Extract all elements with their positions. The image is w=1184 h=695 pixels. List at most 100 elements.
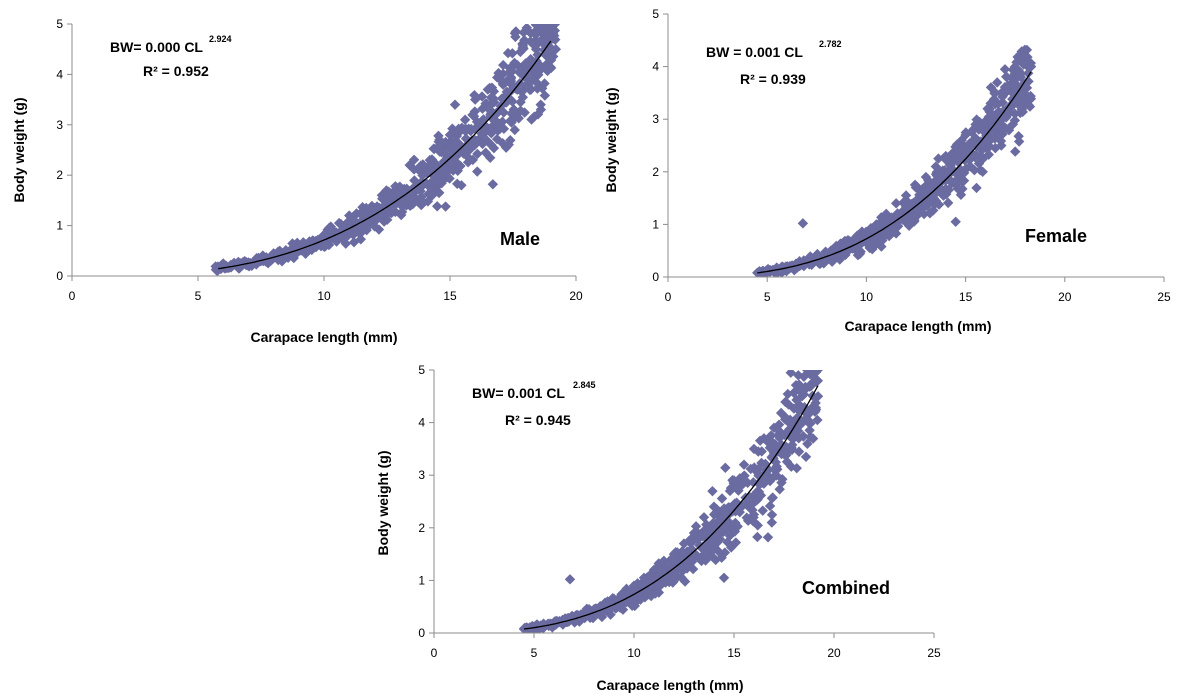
data-point <box>767 492 778 503</box>
data-point <box>713 545 724 557</box>
data-point <box>431 173 443 184</box>
data-point <box>989 133 1001 144</box>
data-point <box>456 180 467 191</box>
data-point <box>718 572 730 583</box>
data-point <box>965 161 976 172</box>
data-point <box>348 236 360 248</box>
data-point <box>463 136 475 147</box>
data-point <box>970 119 981 130</box>
data-point <box>985 82 997 93</box>
data-point <box>974 116 985 128</box>
data-point <box>720 462 731 473</box>
data-point <box>979 116 991 127</box>
y-tick-label: 5 <box>418 363 425 377</box>
data-point <box>542 58 553 69</box>
point-group-combined <box>518 370 824 633</box>
data-point <box>795 418 807 430</box>
data-point <box>807 370 818 382</box>
data-point <box>394 185 405 196</box>
data-point <box>852 243 863 254</box>
data-point <box>742 515 754 526</box>
data-point <box>477 130 488 142</box>
data-point <box>726 542 737 553</box>
data-point <box>920 188 931 199</box>
data-point <box>764 475 776 487</box>
data-point <box>774 432 785 444</box>
data-point <box>968 136 979 148</box>
panel-male: 0 1 2 3 4 5 0 5 10 15 20 Carapace length (mm) Bod… <box>11 17 583 345</box>
data-point <box>739 470 750 481</box>
y-tick-label: 2 <box>418 521 425 535</box>
x-tick-label: 5 <box>531 646 538 660</box>
data-point <box>506 108 517 119</box>
data-point <box>766 509 778 520</box>
data-point <box>786 442 797 454</box>
data-point <box>713 515 724 526</box>
data-point <box>962 146 973 157</box>
data-point <box>612 595 623 606</box>
equation-r2-male: R² = 0.952 <box>143 63 209 79</box>
data-point <box>631 593 643 604</box>
y-axis-title-male: Body weight (g) <box>11 98 27 203</box>
data-point <box>724 502 735 513</box>
data-point <box>598 598 610 610</box>
data-point <box>929 198 941 210</box>
x-axis-title-male: Carapace length (mm) <box>250 329 397 345</box>
data-point <box>764 442 776 453</box>
data-point <box>710 554 721 566</box>
data-point <box>965 141 976 152</box>
data-point <box>716 493 728 504</box>
data-point <box>940 150 951 162</box>
data-point <box>961 163 972 174</box>
data-point <box>890 228 902 239</box>
data-point <box>937 165 948 176</box>
data-point <box>434 139 446 151</box>
x-tick-label: 20 <box>827 646 841 660</box>
data-point <box>884 226 895 238</box>
data-point <box>774 443 785 454</box>
data-point <box>243 257 254 268</box>
data-point <box>460 126 471 137</box>
data-point <box>762 265 773 276</box>
data-point <box>1004 103 1015 114</box>
data-point <box>861 227 872 238</box>
fit-curve-male <box>218 40 552 270</box>
data-point <box>768 422 780 434</box>
data-point <box>701 528 712 539</box>
data-point <box>1007 86 1019 98</box>
data-point <box>779 442 790 453</box>
data-point <box>982 133 993 144</box>
data-point <box>922 192 933 203</box>
data-point <box>716 552 727 563</box>
data-point <box>791 261 803 272</box>
data-point <box>709 536 720 548</box>
data-point <box>513 113 524 124</box>
data-point <box>532 28 543 39</box>
y-ticks-female: 0 1 2 3 4 5 <box>652 7 668 284</box>
data-point <box>806 377 818 389</box>
data-point <box>748 443 760 455</box>
data-point <box>487 179 499 190</box>
data-point <box>676 546 688 557</box>
data-point <box>996 128 1007 139</box>
data-point <box>944 156 956 167</box>
data-point <box>978 153 989 164</box>
data-point <box>526 114 537 125</box>
data-point <box>509 124 520 136</box>
data-point <box>369 221 380 232</box>
x-tick-label: 15 <box>959 290 973 304</box>
data-point <box>1011 57 1022 68</box>
data-point <box>805 431 816 442</box>
data-point <box>790 379 802 391</box>
data-point <box>507 65 518 77</box>
data-point <box>1009 108 1021 119</box>
data-point <box>985 98 996 109</box>
data-point <box>1019 93 1030 105</box>
data-point <box>628 580 640 591</box>
data-point <box>538 29 549 40</box>
data-point <box>946 176 957 188</box>
data-point <box>702 535 714 547</box>
data-point <box>1009 61 1020 73</box>
data-point <box>724 485 736 497</box>
data-point <box>867 243 878 255</box>
